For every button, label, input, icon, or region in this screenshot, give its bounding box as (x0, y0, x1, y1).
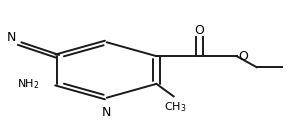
Text: NH$_2$: NH$_2$ (17, 77, 40, 91)
Text: O: O (238, 50, 248, 63)
Text: CH$_3$: CH$_3$ (164, 100, 186, 114)
Text: N: N (102, 106, 111, 119)
Text: O: O (194, 24, 204, 37)
Text: N: N (7, 31, 16, 44)
